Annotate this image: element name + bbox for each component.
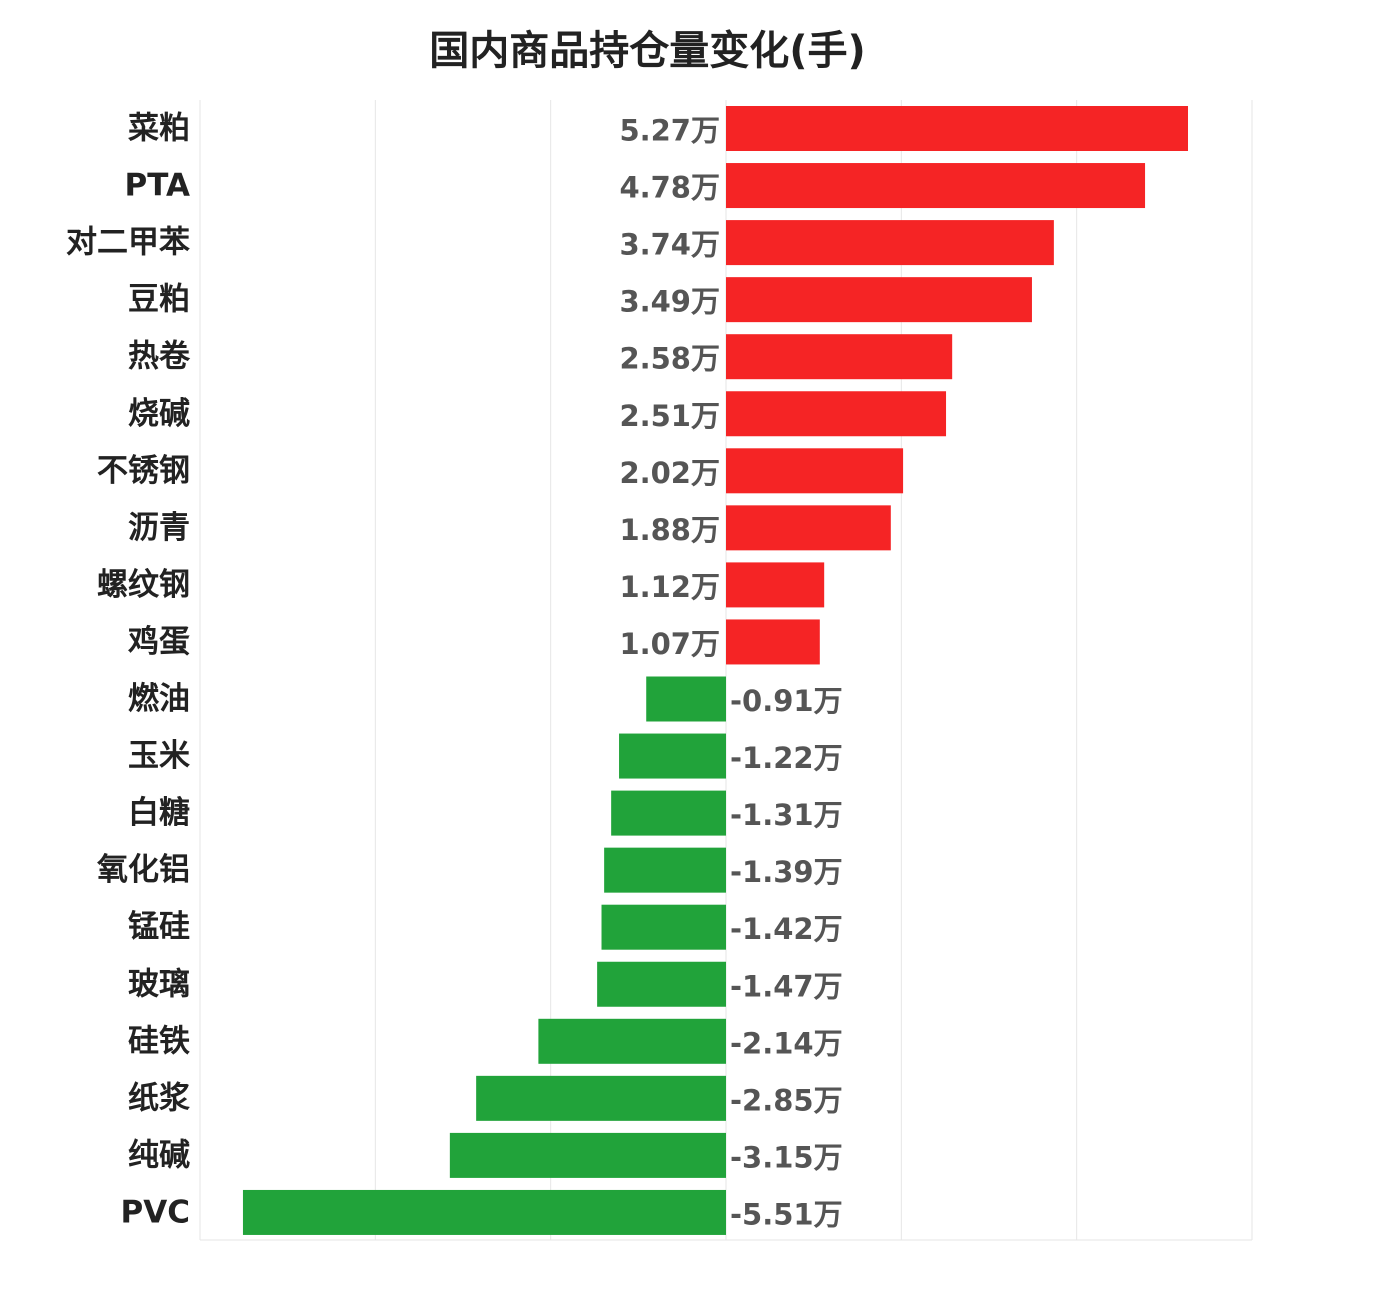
data-label: 1.88万 [619, 513, 720, 547]
bar [726, 562, 825, 608]
data-label: 3.49万 [619, 285, 720, 319]
category-label: 锰硅 [128, 909, 190, 945]
category-label: PTA [125, 168, 190, 204]
category-label: 纸浆 [128, 1080, 190, 1116]
bars [242, 106, 1189, 1235]
bar [646, 676, 726, 722]
bar [726, 277, 1032, 323]
category-label: 螺纹钢 [97, 567, 190, 603]
bar [726, 505, 891, 551]
category-label: 硅铁 [128, 1023, 190, 1059]
data-label: 1.07万 [619, 627, 720, 661]
data-label: 3.74万 [619, 228, 720, 262]
data-label: -1.31万 [730, 798, 843, 832]
data-label: -0.91万 [730, 684, 843, 718]
data-label: 1.12万 [619, 570, 720, 604]
bar [601, 904, 726, 950]
category-label: 玉米 [128, 738, 190, 774]
category-label: 对二甲苯 [66, 225, 190, 261]
data-label: 2.02万 [619, 456, 720, 490]
bar [597, 961, 726, 1007]
data-label: -1.39万 [730, 855, 843, 889]
data-label: -5.51万 [730, 1197, 843, 1231]
data-label: -1.47万 [730, 969, 843, 1003]
data-label: 2.51万 [619, 399, 720, 433]
data-label: 5.27万 [619, 114, 720, 148]
bar [726, 334, 953, 380]
category-label: 烧碱 [128, 396, 190, 432]
bar [611, 790, 726, 836]
data-label: -1.22万 [730, 741, 843, 775]
grid-lines [199, 100, 1253, 1241]
bar [726, 448, 904, 494]
category-label: 菜粕 [128, 111, 190, 147]
bar [449, 1132, 726, 1178]
category-label: PVC [121, 1194, 190, 1230]
bar [726, 106, 1189, 151]
bar [726, 391, 947, 437]
category-label: 燃油 [128, 681, 190, 717]
bar [726, 163, 1146, 209]
category-label: 豆粕 [128, 282, 190, 318]
category-label: 玻璃 [128, 966, 190, 1002]
data-label: -2.14万 [730, 1026, 843, 1060]
category-label: 不锈钢 [97, 453, 190, 489]
bar [604, 847, 726, 893]
data-label: -3.15万 [730, 1140, 843, 1174]
category-label: 热卷 [128, 339, 191, 375]
category-label: 白糖 [128, 795, 190, 831]
category-label: 纯碱 [128, 1137, 190, 1173]
category-label: 鸡蛋 [127, 624, 190, 660]
chart-title: 国内商品持仓量变化(手) [429, 28, 866, 74]
bar [476, 1075, 726, 1121]
bar [538, 1018, 726, 1064]
bar [242, 1189, 726, 1235]
category-label: 沥青 [128, 510, 190, 546]
data-label: 2.58万 [619, 342, 720, 376]
bar [726, 220, 1054, 266]
bar [619, 733, 726, 779]
category-label: 氧化铝 [97, 852, 190, 888]
bar [726, 619, 820, 665]
data-label: -2.85万 [730, 1083, 843, 1117]
data-label: -1.42万 [730, 912, 843, 946]
data-label: 4.78万 [619, 171, 720, 205]
